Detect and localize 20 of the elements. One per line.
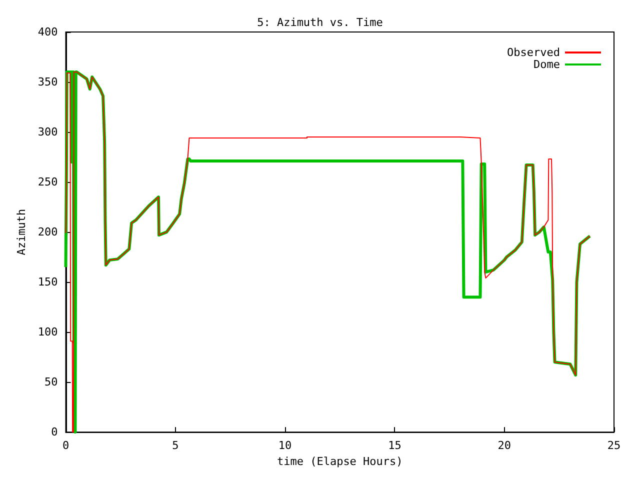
y-tick-label: 250 <box>38 176 58 189</box>
y-tick-label: 300 <box>38 126 58 139</box>
x-tick-label: 10 <box>278 439 292 452</box>
x-tick-label: 0 <box>62 439 70 452</box>
x-tick-label: 20 <box>498 439 511 452</box>
y-axis-title: Azimuth <box>15 208 28 256</box>
x-axis-title: time (Elapse Hours) <box>276 455 403 468</box>
legend-label: Observed <box>507 46 560 59</box>
legend-label: Dome <box>534 58 560 71</box>
y-tick-label: 400 <box>38 26 58 38</box>
x-tick-label: 25 <box>607 439 621 452</box>
y-tick-label: 350 <box>38 76 58 89</box>
y-tick-label: 100 <box>38 326 58 339</box>
y-tick-label: 0 <box>51 426 58 439</box>
y-tick-label: 200 <box>38 226 58 239</box>
x-tick-label: 15 <box>388 439 402 452</box>
x-tick-label: 5 <box>172 439 179 452</box>
chart-title: 5: Azimuth vs. Time <box>257 16 383 29</box>
y-tick-label: 50 <box>44 376 58 389</box>
y-tick-label: 150 <box>38 276 58 289</box>
